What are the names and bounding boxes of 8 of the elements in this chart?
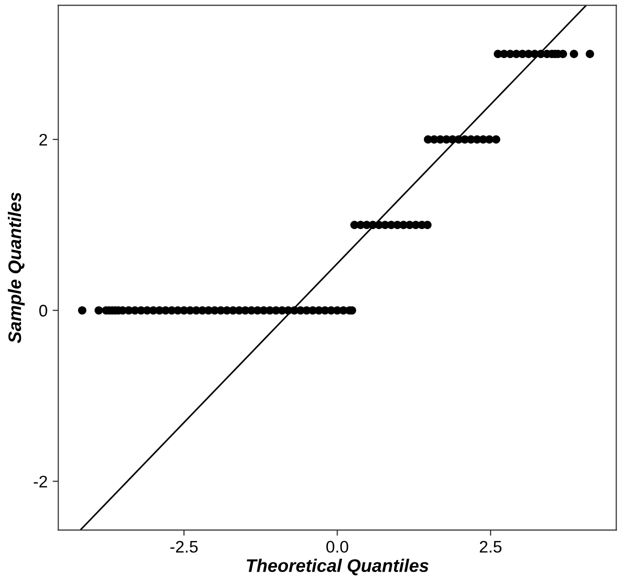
y-axis-title: Sample Quantiles xyxy=(8,192,25,344)
x-axis-title: Theoretical Quantiles xyxy=(246,558,428,576)
y-tick-label: -2 xyxy=(34,476,48,488)
y-tick-label: 2 xyxy=(39,134,48,146)
x-tick-label: -2.5 xyxy=(170,540,198,553)
x-tick-label: 0.0 xyxy=(326,540,348,553)
x-tick-label: 2.5 xyxy=(480,540,502,553)
y-tick-label: 0 xyxy=(39,304,48,317)
